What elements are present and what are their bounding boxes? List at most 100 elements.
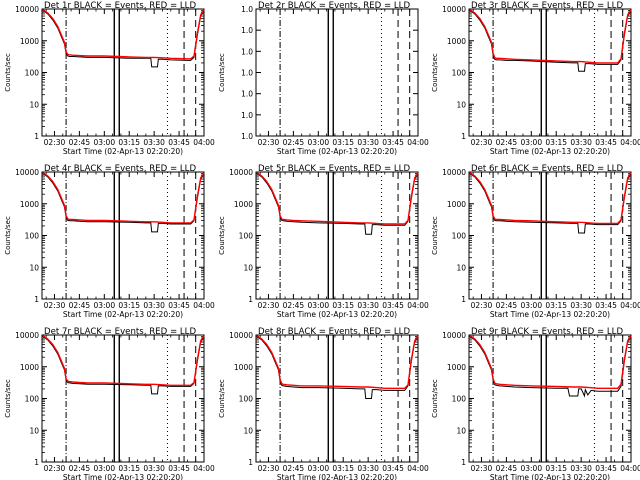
x-tick-label: 02:30	[471, 138, 493, 147]
y-axis-label: Counts/sec	[431, 53, 439, 92]
x-tick-label: 03:00	[93, 464, 115, 473]
x-tick-label: 03:30	[357, 301, 379, 310]
x-tick-label: 03:45	[382, 301, 404, 310]
y-tick-label: 10	[29, 100, 39, 109]
x-tick-label: 02:30	[44, 464, 66, 473]
y-tick-label: 1000	[447, 37, 466, 46]
y-tick-label: 10	[456, 100, 466, 109]
y-tick-label: 1	[461, 295, 466, 304]
x-tick-label: 04:00	[407, 464, 429, 473]
x-tick-label: 03:00	[93, 138, 115, 147]
panel-title: Det 2r BLACK = Events, RED = LLD	[258, 1, 410, 11]
panel-title: Det 5r BLACK = Events, RED = LLD	[258, 164, 410, 174]
x-tick-label: 03:15	[118, 138, 140, 147]
y-tick-label: 1000	[447, 363, 466, 372]
x-tick-label: 03:45	[595, 138, 617, 147]
y-tick-label: 100	[452, 69, 467, 78]
series-lld	[256, 335, 419, 389]
panel-title: Det 8r BLACK = Events, RED = LLD	[258, 327, 410, 337]
y-tick-label: 10000	[15, 331, 39, 340]
y-axis-label: Counts/sec	[218, 53, 226, 92]
x-tick-label: 04:00	[620, 138, 640, 147]
panel-det-1: Det 1r BLACK = Events, RED = LLD Counts/s…	[4, 1, 215, 156]
panel-det-9: Det 9r BLACK = Events, RED = LLD Counts/s…	[431, 327, 640, 480]
x-axis-label: Start Time (02-Apr-13 02:20:20)	[63, 473, 183, 480]
y-tick-label: 10000	[15, 168, 39, 177]
y-tick-label: 1000	[234, 200, 253, 209]
x-tick-label: 03:00	[307, 138, 329, 147]
series-events	[469, 10, 632, 72]
x-tick-label: 03:00	[520, 464, 542, 473]
x-tick-label: 03:00	[520, 301, 542, 310]
x-tick-label: 02:30	[258, 138, 280, 147]
x-tick-label: 04:00	[193, 464, 215, 473]
x-tick-label: 02:45	[283, 464, 305, 473]
panel-det-2: Det 2r BLACK = Events, RED = LLD Counts/s…	[218, 1, 429, 156]
panel-det-3: Det 3r BLACK = Events, RED = LLD Counts/s…	[431, 1, 640, 156]
x-tick-label: 02:30	[44, 138, 66, 147]
y-tick-label: 10000	[442, 331, 466, 340]
y-tick-label: 10000	[15, 5, 39, 14]
x-tick-label: 03:45	[595, 301, 617, 310]
x-tick-label: 02:45	[496, 464, 518, 473]
x-tick-label: 03:45	[382, 138, 404, 147]
x-tick-label: 04:00	[620, 464, 640, 473]
x-tick-label: 02:30	[471, 301, 493, 310]
series-events	[469, 336, 632, 398]
panel-title: Det 9r BLACK = Events, RED = LLD	[471, 327, 623, 337]
y-tick-label: 1.0	[241, 5, 253, 14]
y-tick-label: 1	[461, 458, 466, 467]
y-tick-label: 100	[25, 69, 40, 78]
y-tick-label: 1	[34, 132, 39, 141]
x-tick-label: 02:30	[471, 464, 493, 473]
y-tick-label: 1.0	[241, 132, 253, 141]
y-axis-label: Counts/sec	[431, 379, 439, 418]
x-axis-label: Start Time (02-Apr-13 02:20:20)	[277, 147, 397, 156]
y-tick-label: 10	[456, 426, 466, 435]
panel-det-6: Det 6r BLACK = Events, RED = LLD Counts/s…	[431, 164, 640, 319]
x-tick-label: 04:00	[193, 138, 215, 147]
x-tick-label: 03:45	[382, 464, 404, 473]
panel-title: Det 1r BLACK = Events, RED = LLD	[44, 1, 196, 11]
x-tick-label: 04:00	[407, 138, 429, 147]
y-tick-label: 10000	[229, 331, 253, 340]
x-axis-label: Start Time (02-Apr-13 02:20:20)	[490, 473, 610, 480]
y-tick-label: 1000	[20, 363, 39, 372]
x-tick-label: 03:15	[332, 301, 354, 310]
x-tick-label: 02:45	[69, 464, 91, 473]
x-tick-label: 03:30	[143, 464, 165, 473]
y-tick-label: 100	[25, 395, 40, 404]
panel-title: Det 3r BLACK = Events, RED = LLD	[471, 1, 623, 11]
series-events	[256, 173, 419, 235]
x-tick-label: 03:45	[168, 464, 190, 473]
x-tick-label: 02:45	[283, 138, 305, 147]
panel-title: Det 6r BLACK = Events, RED = LLD	[471, 164, 623, 174]
x-tick-label: 03:15	[545, 301, 567, 310]
y-axis-label: Counts/sec	[4, 53, 12, 92]
y-tick-label: 1	[34, 295, 39, 304]
y-tick-label: 10	[243, 426, 253, 435]
x-tick-label: 02:45	[283, 301, 305, 310]
y-tick-label: 1	[461, 132, 466, 141]
x-tick-label: 03:15	[545, 464, 567, 473]
y-tick-label: 100	[239, 395, 254, 404]
series-events	[256, 336, 419, 399]
x-tick-label: 03:15	[118, 464, 140, 473]
y-axis-label: Counts/sec	[4, 379, 12, 418]
x-tick-label: 03:00	[307, 301, 329, 310]
y-tick-label: 10000	[442, 5, 466, 14]
x-tick-label: 03:15	[332, 464, 354, 473]
y-axis-label: Counts/sec	[218, 379, 226, 418]
y-tick-label: 1000	[20, 200, 39, 209]
y-tick-label: 100	[239, 232, 254, 241]
series-lld	[42, 335, 205, 386]
series-lld	[469, 335, 632, 389]
panel-det-8: Det 8r BLACK = Events, RED = LLD Counts/s…	[218, 327, 429, 480]
x-tick-label: 03:45	[595, 464, 617, 473]
y-tick-label: 10	[29, 426, 39, 435]
x-tick-label: 02:30	[44, 301, 66, 310]
x-tick-label: 03:30	[570, 138, 592, 147]
x-tick-label: 02:45	[496, 138, 518, 147]
x-tick-label: 02:45	[69, 138, 91, 147]
